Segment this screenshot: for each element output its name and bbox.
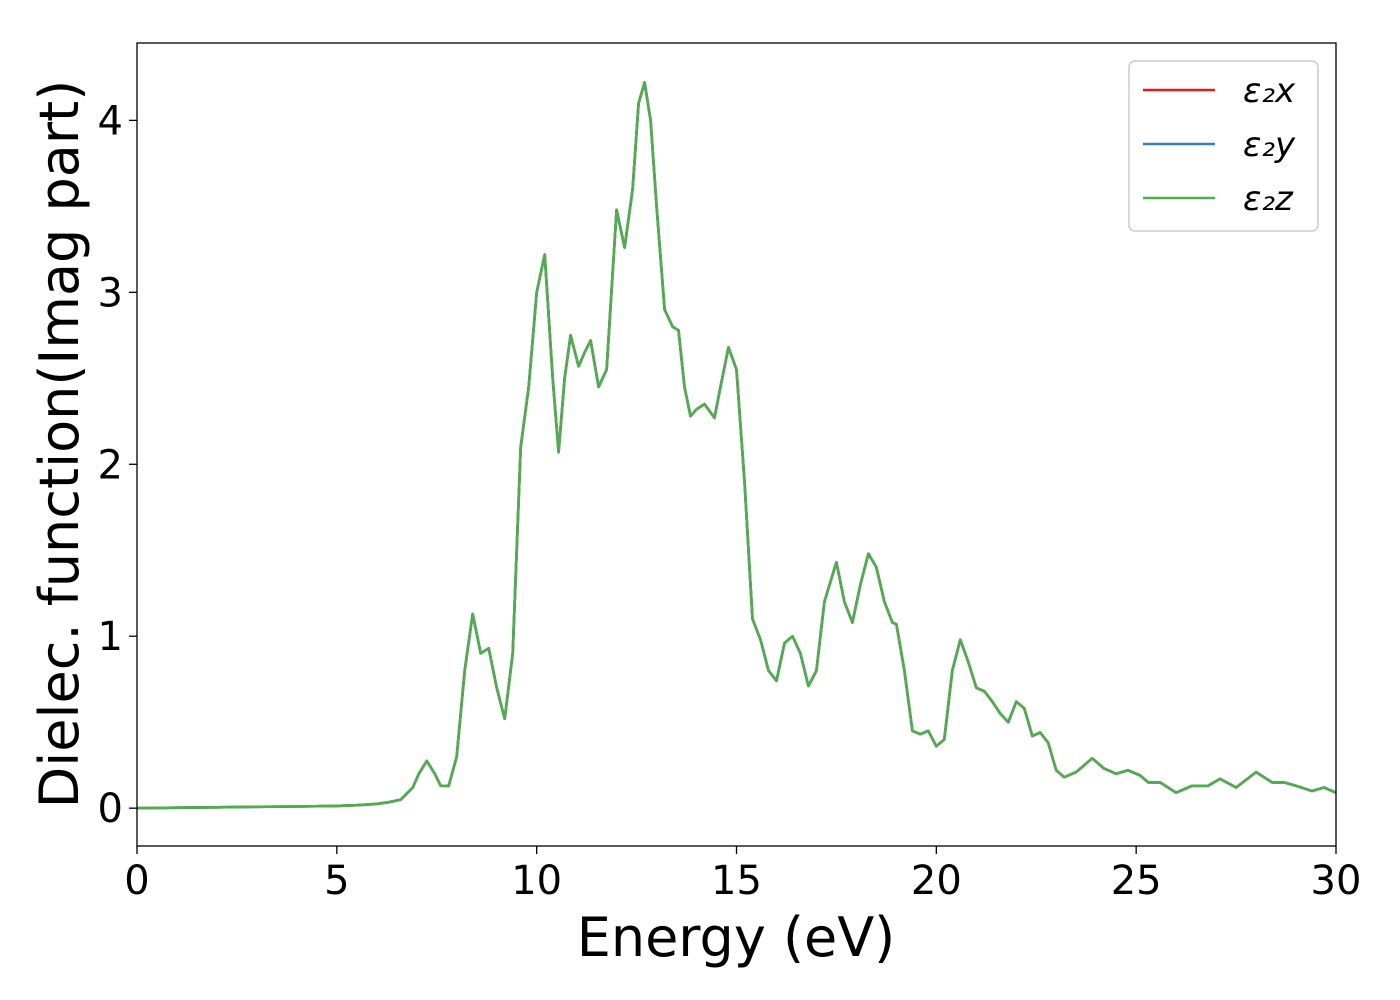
y-tick-label: 4 bbox=[98, 98, 123, 144]
legend-label-2: ε₂y bbox=[1243, 125, 1296, 165]
series-line-3 bbox=[136, 81, 1337, 810]
x-tick-label: 15 bbox=[711, 858, 762, 904]
x-tick-label: 10 bbox=[511, 858, 562, 904]
y-tick-label: 0 bbox=[98, 786, 123, 832]
x-axis-label: Energy (eV) bbox=[577, 906, 896, 969]
y-tick-label: 1 bbox=[98, 614, 123, 660]
x-tick-label: 30 bbox=[1311, 858, 1362, 904]
y-tick-label: 2 bbox=[98, 442, 123, 488]
legend: ε₂x ε₂y ε₂z bbox=[1128, 60, 1319, 232]
legend-label-3: ε₂z bbox=[1243, 179, 1294, 219]
x-tick-label: 5 bbox=[324, 858, 349, 904]
legend-label-1: ε₂x bbox=[1243, 71, 1296, 111]
x-tick-label: 25 bbox=[1111, 858, 1162, 904]
x-tick-label: 20 bbox=[911, 858, 962, 904]
x-axis-ticks: 0 5 10 15 20 25 30 bbox=[124, 846, 1361, 904]
y-tick-label: 3 bbox=[98, 270, 123, 316]
x-tick-label: 0 bbox=[124, 858, 149, 904]
legend-box bbox=[1128, 60, 1319, 232]
y-axis-ticks: 0 1 2 3 4 bbox=[98, 98, 137, 832]
y-axis-label: Dielec. function(Imag part) bbox=[28, 80, 91, 809]
plot-lines bbox=[136, 81, 1337, 810]
